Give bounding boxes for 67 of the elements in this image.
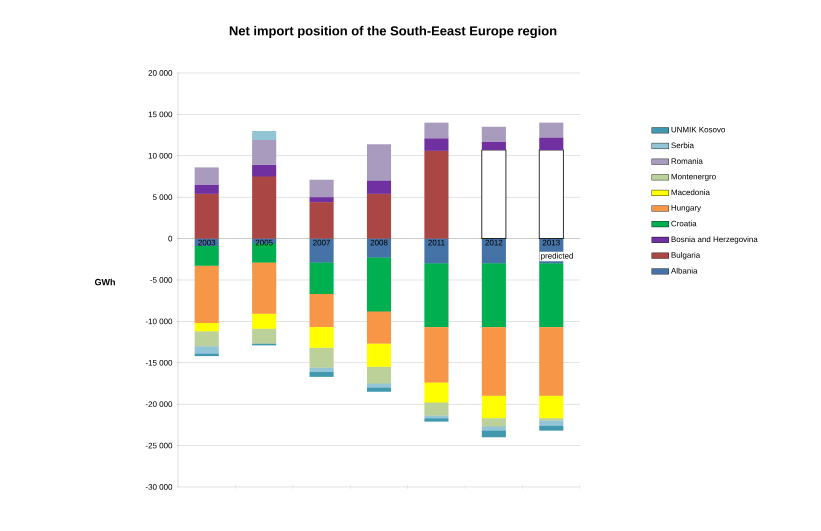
- bar: [194, 194, 219, 239]
- bar: [310, 238, 334, 263]
- bar: [424, 238, 448, 264]
- bar: [310, 180, 334, 198]
- bar: [366, 388, 392, 392]
- bar: [424, 402, 448, 416]
- bar: [252, 164, 276, 176]
- bar: [424, 382, 448, 403]
- bar: [252, 176, 276, 239]
- bar: [194, 246, 219, 266]
- bar: [252, 328, 276, 344]
- bar: [310, 262, 334, 294]
- bar: [366, 144, 392, 181]
- bar: [194, 184, 219, 194]
- bar: [538, 150, 564, 239]
- chart-title: Net import position of the South-Eeast Europe region: [230, 26, 556, 38]
- bar: [482, 263, 506, 328]
- bar: [194, 331, 219, 346]
- bar: [366, 194, 392, 239]
- bar: [424, 327, 448, 383]
- bar: [252, 130, 276, 140]
- bar: [366, 238, 392, 258]
- bar: [482, 396, 506, 418]
- bar: [366, 344, 392, 367]
- bar: [539, 138, 564, 150]
- bar: [539, 263, 564, 328]
- bar: [252, 262, 276, 314]
- bar: [539, 396, 564, 418]
- bar: [481, 150, 506, 239]
- bar: [424, 122, 448, 138]
- bar: [482, 426, 506, 431]
- bar: [366, 180, 392, 194]
- bar: [310, 197, 334, 202]
- bar: [482, 327, 506, 396]
- bar: [424, 418, 448, 422]
- bar: [539, 327, 564, 396]
- bar: [194, 323, 219, 332]
- y-axis-title: GWh: [94, 278, 115, 286]
- bar: [424, 138, 448, 151]
- bar: [539, 122, 564, 138]
- bar: [366, 366, 392, 384]
- bar: [539, 420, 564, 426]
- bar: [194, 167, 219, 185]
- bar: [482, 430, 506, 438]
- bar: [482, 126, 506, 142]
- bar: [310, 202, 334, 239]
- bar: [194, 354, 219, 356]
- bar: [194, 266, 219, 324]
- bar: [424, 263, 448, 328]
- bar: [366, 383, 392, 388]
- bar: [194, 346, 219, 354]
- bar: [482, 238, 506, 264]
- bar: [482, 142, 506, 150]
- bar: [366, 258, 392, 312]
- bar: [252, 244, 276, 263]
- bar: [482, 418, 506, 427]
- bar: [539, 426, 564, 431]
- bar: [252, 140, 276, 165]
- bar: [252, 314, 276, 329]
- bar: [310, 327, 334, 348]
- bar: [366, 311, 392, 344]
- bar: [310, 368, 334, 372]
- bar: [424, 150, 448, 239]
- bar: [310, 348, 334, 368]
- bar: [310, 294, 334, 328]
- bar: [424, 416, 448, 418]
- bar: [310, 372, 334, 377]
